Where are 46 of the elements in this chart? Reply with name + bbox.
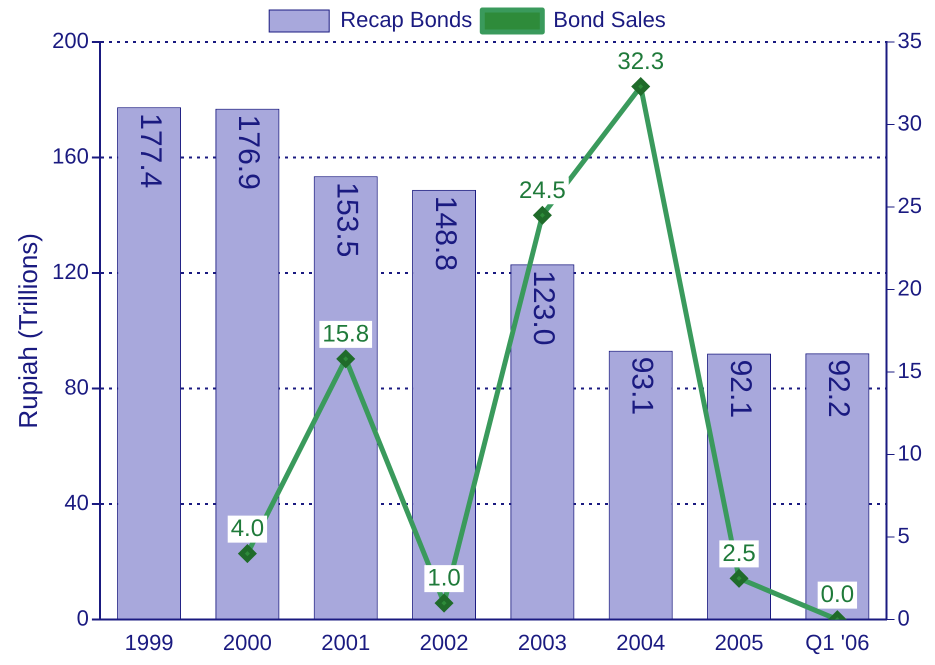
x-tick-label: 1999 bbox=[124, 630, 174, 655]
data-label: 0.0 bbox=[820, 581, 854, 608]
point bbox=[238, 545, 256, 562]
x-tick-label: 2004 bbox=[616, 630, 666, 655]
data-label: 153.5 bbox=[330, 182, 364, 258]
legend-label: Bond Sales bbox=[553, 7, 666, 32]
x-tick-label: Q1 '06 bbox=[805, 630, 870, 655]
y2-tick-label: 20 bbox=[898, 276, 922, 301]
data-label: 32.3 bbox=[617, 48, 664, 76]
point bbox=[632, 78, 650, 96]
data-label: 24.5 bbox=[519, 176, 566, 204]
data-label: 15.8 bbox=[322, 320, 370, 348]
x-tick-label: 2003 bbox=[518, 630, 567, 655]
x-tick-label: 2000 bbox=[222, 630, 272, 655]
data-label: 2.5 bbox=[722, 540, 756, 567]
data-label: 92.2 bbox=[822, 359, 856, 418]
y-tick-label: 80 bbox=[64, 374, 89, 400]
x-tick-label: 2001 bbox=[321, 630, 370, 655]
y-tick-label: 0 bbox=[76, 606, 89, 631]
data-label: 92.1 bbox=[724, 360, 757, 418]
y2-tick-label: 15 bbox=[898, 358, 922, 384]
point bbox=[730, 570, 748, 587]
data-label: 1.0 bbox=[427, 564, 461, 592]
y-tick-label: 160 bbox=[52, 144, 89, 169]
y-axis-title: Rupiah (Trillions) bbox=[12, 233, 43, 429]
data-label: 123.0 bbox=[527, 270, 560, 346]
y-tick-label: 120 bbox=[52, 259, 89, 284]
data-label: 93.1 bbox=[625, 356, 658, 416]
y2-tick-label: 35 bbox=[898, 28, 922, 54]
x-tick-label: 2002 bbox=[420, 630, 469, 655]
y2-tick-label: 30 bbox=[898, 110, 922, 136]
data-label: 176.9 bbox=[232, 114, 266, 190]
point bbox=[337, 350, 354, 368]
y2-tick-label: 5 bbox=[898, 523, 910, 548]
y-tick-label: 40 bbox=[64, 490, 89, 516]
legend-label: Recap Bonds bbox=[340, 7, 472, 32]
data-label: 148.8 bbox=[428, 196, 462, 271]
data-label: 177.4 bbox=[134, 113, 167, 188]
x-tick-label: 2005 bbox=[714, 630, 764, 655]
data-label: 4.0 bbox=[230, 515, 264, 542]
point bbox=[534, 206, 551, 224]
point bbox=[436, 594, 453, 612]
y2-tick-label: 10 bbox=[898, 440, 922, 466]
y2-tick-label: 25 bbox=[898, 193, 922, 218]
y2-tick-label: 0 bbox=[898, 606, 910, 631]
y-tick-label: 200 bbox=[52, 28, 89, 54]
